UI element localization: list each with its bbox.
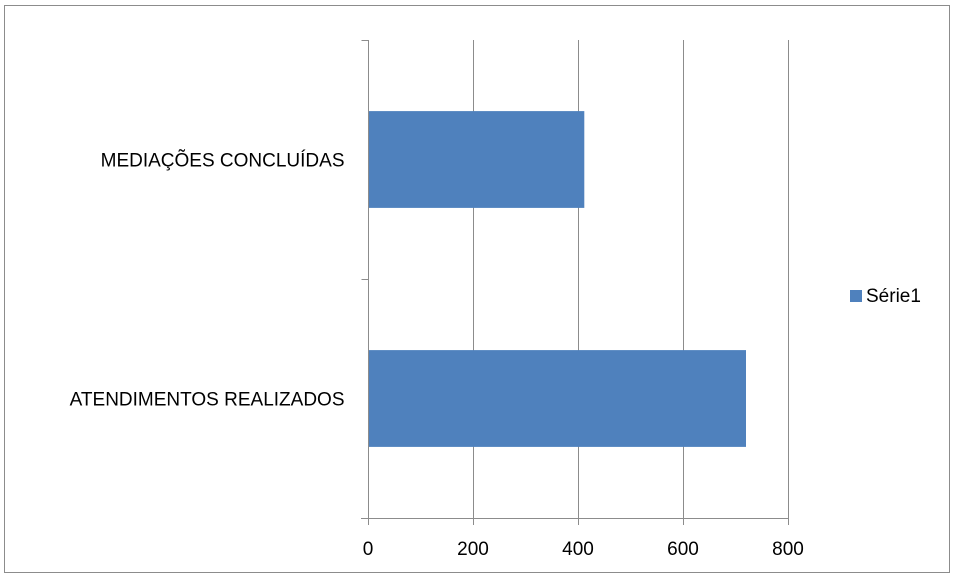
category-labels: ATENDIMENTOS REALIZADOS MEDIAÇÕES CONCLUÍ…	[70, 150, 345, 411]
bars	[369, 111, 746, 447]
x-tick-label: 200	[457, 539, 489, 560]
legend-label: Série1	[866, 286, 921, 307]
x-tick-label: 0	[363, 539, 374, 560]
axes	[361, 40, 789, 525]
category-label: ATENDIMENTOS REALIZADOS	[70, 390, 345, 411]
bar-atendimentos-realizados	[369, 350, 746, 447]
x-tick-labels: 0 200 400 600 800	[363, 539, 804, 560]
legend-swatch	[850, 290, 862, 302]
x-tick-label: 400	[562, 539, 594, 560]
category-label: MEDIAÇÕES CONCLUÍDAS	[101, 150, 345, 172]
x-tick-label: 600	[667, 539, 699, 560]
bar-media-es-conclu-das	[369, 111, 585, 208]
legend: Série1	[850, 286, 921, 307]
chart-frame	[4, 5, 950, 573]
x-tick-label: 800	[772, 539, 804, 560]
